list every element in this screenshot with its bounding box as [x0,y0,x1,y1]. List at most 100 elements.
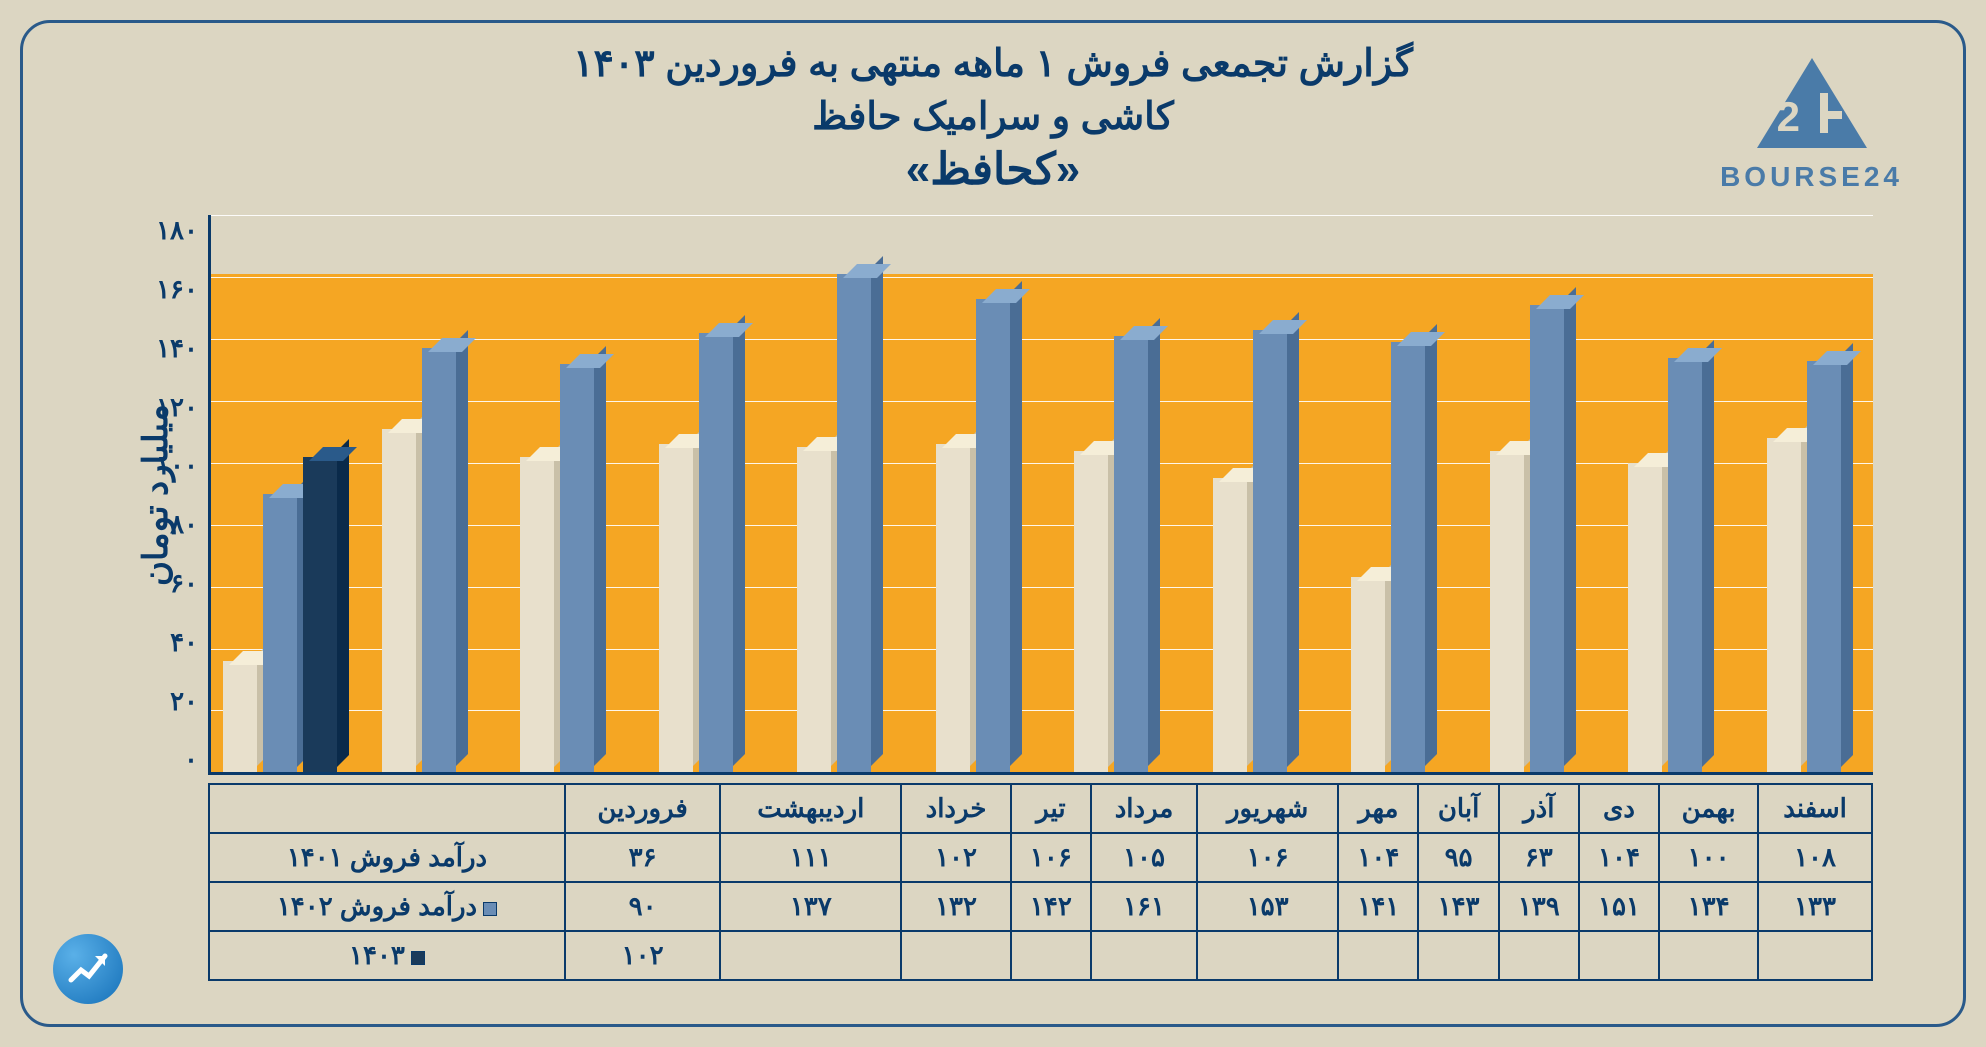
series-label: درآمد فروش ۱۴۰۱ [209,833,565,882]
month-group [211,215,350,772]
data-cell [1499,931,1579,980]
y-tick: ۱۶۰ [153,274,198,305]
y-tick: ۱۴۰ [153,333,198,364]
chart-area: میلیارد تومان ۱۸۰۱۶۰۱۴۰۱۲۰۱۰۰۸۰۶۰۴۰۲۰۰ [153,215,1873,775]
data-cell: ۱۰۰ [1659,833,1758,882]
bar [263,494,297,773]
logo-triangle-icon: 2 [1720,53,1903,153]
y-tick: ۴۰ [153,627,198,658]
table-row: درآمد فروش ۱۴۰۲۹۰۱۳۷۱۳۲۱۴۲۱۶۱۱۵۳۱۴۱۱۴۳۱۳… [209,882,1872,931]
month-group [1319,215,1458,772]
bar [520,457,554,773]
data-cell: ۱۳۲ [901,882,1010,931]
month-header: آبان [1418,784,1498,833]
chart-titles: گزارش تجمعی فروش ۱ ماهه منتهی به فروردین… [53,38,1933,195]
data-cell: ۱۰۴ [1338,833,1418,882]
bar [699,333,733,772]
data-cell: ۱۴۳ [1418,882,1498,931]
month-header: دی [1579,784,1659,833]
data-cell: ۹۵ [1418,833,1498,882]
bar [560,364,594,772]
data-cell: ۳۶ [565,833,720,882]
month-group [350,215,489,772]
data-cell: ۹۰ [565,882,720,931]
month-group [1458,215,1597,772]
logo: 2 BOURSE24 [1720,53,1903,193]
data-cell [1579,931,1659,980]
data-cell: ۶۳ [1499,833,1579,882]
bar [936,444,970,772]
y-tick: ۲۰ [153,686,198,717]
data-cell: ۱۳۷ [720,882,901,931]
month-group [1735,215,1874,772]
month-group [765,215,904,772]
bar [1391,342,1425,772]
bar [382,429,416,772]
data-table: فروردیناردیبهشتخردادتیرمردادشهریورمهرآبا… [208,783,1873,981]
bar [1213,478,1247,772]
bar [1530,305,1564,772]
bars-container [211,215,1873,772]
data-cell: ۱۵۱ [1579,882,1659,931]
series-label: درآمد فروش ۱۴۰۲ [209,882,565,931]
data-cell [1197,931,1338,980]
data-cell: ۱۰۶ [1011,833,1091,882]
data-cell: ۱۵۳ [1197,882,1338,931]
y-tick: ۱۸۰ [153,215,198,246]
data-cell [1758,931,1872,980]
month-header: بهمن [1659,784,1758,833]
title-line-2: کاشی و سرامیک حافظ [53,91,1933,144]
bar [1767,438,1801,772]
bar [976,299,1010,772]
bar [1074,451,1108,773]
chart-container: 2 BOURSE24 گزارش تجمعی فروش ۱ ماهه منتهی… [20,20,1966,1027]
bar [1807,361,1841,773]
month-header: مهر [1338,784,1418,833]
bar [797,447,831,772]
logo-text: BOURSE24 [1720,161,1903,193]
data-cell [901,931,1010,980]
data-cell: ۱۴۱ [1338,882,1418,931]
table-header-row: فروردیناردیبهشتخردادتیرمردادشهریورمهرآبا… [209,784,1872,833]
bar [303,457,337,773]
bar [1628,463,1662,772]
month-group [1596,215,1735,772]
data-cell: ۱۳۳ [1758,882,1872,931]
month-header: اردیبهشت [720,784,901,833]
data-cell: ۱۰۲ [901,833,1010,882]
plot-area [208,215,1873,775]
data-cell: ۱۱۱ [720,833,901,882]
month-header: شهریور [1197,784,1338,833]
bar [223,661,257,772]
data-cell: ۱۰۴ [1579,833,1659,882]
month-group [1042,215,1181,772]
bar [837,274,871,772]
svg-text:2: 2 [1776,93,1799,140]
month-group [488,215,627,772]
data-cell: ۱۰۲ [565,931,720,980]
data-cell: ۱۳۴ [1659,882,1758,931]
bar [1490,451,1524,773]
title-symbol: «کحافظ» [53,144,1933,195]
data-cell [1659,931,1758,980]
data-cell: ۱۶۱ [1091,882,1197,931]
month-header: اسفند [1758,784,1872,833]
month-header: تیر [1011,784,1091,833]
month-header: فروردین [565,784,720,833]
data-cell [720,931,901,980]
data-cell: ۱۰۵ [1091,833,1197,882]
data-cell [1418,931,1498,980]
data-cell: ۱۳۹ [1499,882,1579,931]
data-cell [1091,931,1197,980]
data-cell [1338,931,1418,980]
bar [659,444,693,772]
month-group [904,215,1043,772]
bar [1253,330,1287,773]
data-cell: ۱۰۶ [1197,833,1338,882]
table-corner-cell [209,784,565,833]
table-row: درآمد فروش ۱۴۰۱۳۶۱۱۱۱۰۲۱۰۶۱۰۵۱۰۶۱۰۴۹۵۶۳۱… [209,833,1872,882]
bar [422,348,456,772]
bar [1114,336,1148,772]
y-tick: ۰ [153,744,198,775]
bar [1668,358,1702,773]
